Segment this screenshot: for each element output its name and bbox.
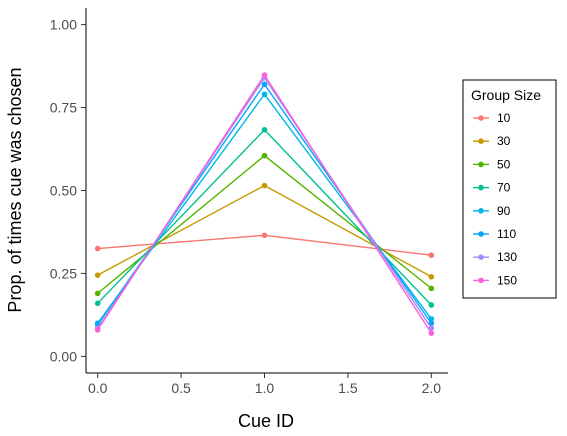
- series-line: [97, 76, 432, 329]
- series-130: [94, 74, 435, 332]
- legend-label: 150: [497, 273, 517, 287]
- x-tick-label: 0.0: [88, 380, 108, 396]
- data-point: [428, 325, 435, 332]
- x-axis-title: Cue ID: [238, 411, 294, 431]
- legend-item: 30: [473, 134, 511, 148]
- legend-key-point: [478, 161, 484, 168]
- x-ticks: 0.0 0.5 1.0 1.5 2.0: [88, 373, 441, 396]
- axes: 0.0 0.5 1.0 1.5 2.0 0.00 0.25 0.50 0.75 1.00: [50, 8, 448, 396]
- y-tick-label: 0.25: [50, 265, 77, 281]
- legend-key-point: [478, 254, 484, 260]
- data-point: [94, 245, 101, 252]
- legend-label: 30: [497, 134, 511, 148]
- data-point: [428, 273, 435, 280]
- data-point: [261, 126, 268, 133]
- data-point: [94, 327, 101, 333]
- series-line: [97, 154, 432, 294]
- legend-key-point: [478, 231, 484, 237]
- legend-item: 130: [473, 250, 517, 264]
- series-110: [94, 81, 435, 328]
- y-axis-title: Prop. of times cue was chosen: [5, 67, 25, 312]
- x-tick-label: 0.5: [171, 380, 191, 396]
- legend-key-point: [478, 277, 484, 284]
- y-tick-label: 1.00: [50, 17, 77, 33]
- legend-label: 110: [497, 227, 516, 241]
- legend-key-point: [478, 138, 484, 144]
- data-point: [261, 182, 268, 189]
- legend-item: 70: [473, 181, 511, 195]
- legend-label: 70: [497, 181, 511, 195]
- data-point: [261, 81, 268, 88]
- series-30: [94, 182, 435, 280]
- y-tick-label: 0.75: [50, 100, 77, 116]
- legend: Group Size 10 30 50 70 90 110 130 150: [462, 79, 557, 299]
- x-tick-label: 2.0: [422, 380, 442, 396]
- legend-label: 10: [497, 111, 511, 125]
- data-point: [261, 232, 268, 239]
- legend-box: [462, 79, 557, 299]
- series-50: [94, 152, 435, 297]
- legend-item: 150: [473, 273, 517, 287]
- data-point: [428, 302, 435, 308]
- data-point: [428, 285, 435, 292]
- legend-item: 110: [473, 227, 516, 241]
- legend-key-point: [478, 184, 484, 191]
- y-tick-label: 0.50: [50, 183, 77, 199]
- series-line: [97, 83, 432, 326]
- data-point: [261, 152, 268, 159]
- data-point: [261, 91, 268, 98]
- series-150: [94, 72, 435, 336]
- legend-items: 10 30 50 70 90 110 130 150: [473, 111, 517, 287]
- legend-item: 10: [473, 111, 511, 125]
- legend-label: 50: [497, 157, 511, 171]
- legend-label: 130: [497, 250, 517, 264]
- legend-item: 50: [473, 157, 511, 171]
- x-tick-label: 1.0: [255, 380, 275, 396]
- y-ticks: 0.00 0.25 0.50 0.75 1.00: [50, 17, 86, 364]
- data-point: [94, 290, 101, 297]
- y-tick-label: 0.00: [50, 348, 77, 364]
- legend-item: 90: [473, 204, 511, 218]
- legend-label: 90: [497, 204, 511, 218]
- series-90: [94, 91, 435, 327]
- x-tick-label: 1.5: [338, 380, 358, 396]
- legend-title: Group Size: [471, 87, 541, 103]
- legend-key-point: [478, 208, 484, 214]
- data-point: [428, 252, 435, 259]
- data-point: [428, 330, 435, 336]
- data-point: [428, 320, 435, 327]
- data-point: [94, 300, 101, 307]
- series-line: [97, 73, 432, 334]
- plot-area: [94, 72, 435, 336]
- data-point: [94, 272, 101, 278]
- legend-key-point: [478, 115, 484, 121]
- series-line: [97, 184, 432, 278]
- data-point: [261, 72, 268, 78]
